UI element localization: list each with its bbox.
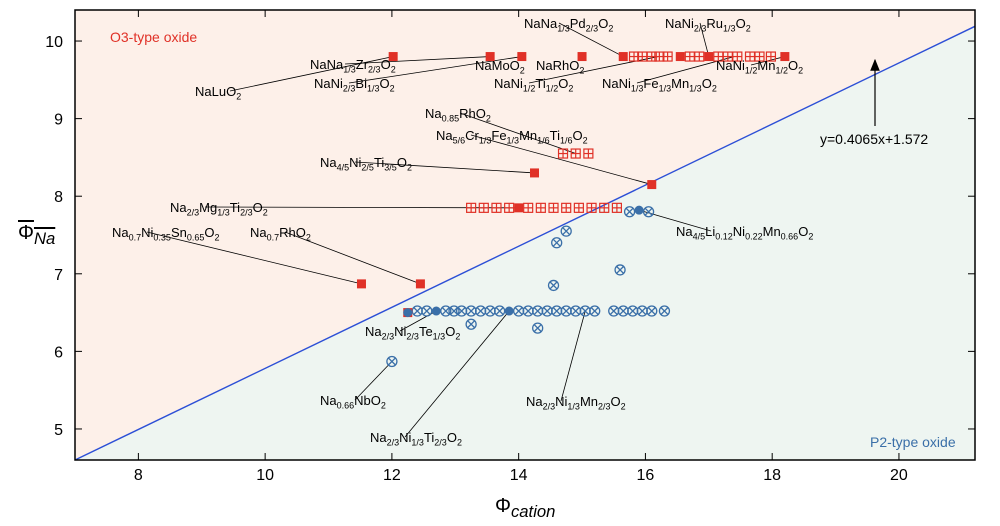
svg-text:12: 12: [383, 467, 401, 484]
svg-text:20: 20: [890, 467, 908, 484]
svg-text:10: 10: [45, 34, 63, 51]
svg-text:18: 18: [763, 467, 781, 484]
svg-text:14: 14: [510, 467, 528, 484]
scatter-chart: 81012141618205678910 NaLuO2NaNa1/3Zr2/3O…: [0, 0, 1000, 526]
svg-text:6: 6: [54, 344, 63, 361]
svg-text:5: 5: [54, 422, 63, 439]
svg-text:10: 10: [256, 467, 274, 484]
svg-text:8: 8: [54, 189, 63, 206]
svg-text:8: 8: [134, 467, 143, 484]
svg-text:9: 9: [54, 112, 63, 129]
chart-svg: 8 10 12 14 16 18 20 5 6 7 8 9 10: [0, 0, 1000, 526]
svg-text:7: 7: [54, 267, 63, 284]
svg-text:16: 16: [637, 467, 655, 484]
